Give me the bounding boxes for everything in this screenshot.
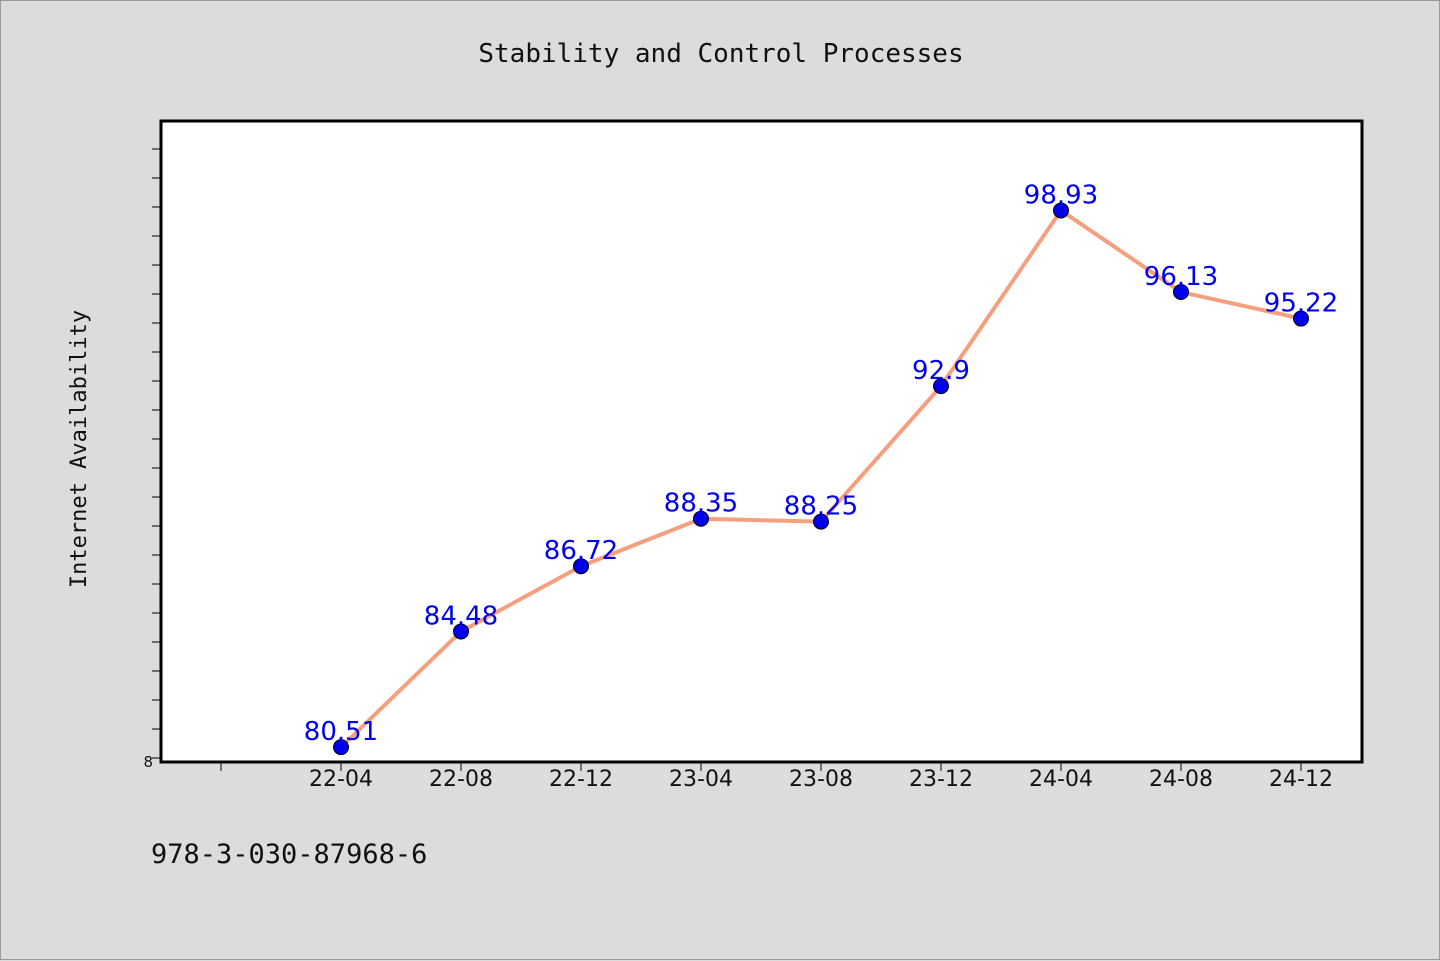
x-tick-label: 23-08: [789, 767, 853, 792]
data-label: 88.25: [784, 492, 858, 522]
x-tick-label: 24-08: [1149, 767, 1213, 792]
isbn-text: 978-3-030-87968-6: [151, 839, 427, 870]
x-tick-label: 24-04: [1029, 767, 1093, 792]
x-tick-label: 22-12: [549, 767, 613, 792]
plot-area: [159, 119, 1364, 764]
y-axis-label: Internet Availability: [67, 310, 92, 588]
data-label: 88.35: [664, 489, 738, 519]
data-point: [453, 623, 469, 640]
data-point: [333, 739, 349, 756]
data-point: [1053, 202, 1069, 219]
data-label: 92.9: [912, 356, 970, 386]
x-tick-label: 22-04: [309, 767, 373, 792]
data-point: [813, 513, 829, 530]
data-label: 95.22: [1264, 289, 1338, 319]
data-label: 86.72: [544, 536, 618, 566]
x-tick-label: 22-08: [429, 767, 493, 792]
data-label: 84.48: [424, 601, 498, 631]
data-point: [1293, 310, 1309, 327]
x-tick-label: 23-12: [909, 767, 973, 792]
x-axis-ticks: 22-04 22-08 22-12 23-04 23-08 23-12 24-04 24-08…: [220, 762, 1333, 792]
chart-title: Stability and Control Processes: [478, 39, 963, 69]
data-point: [573, 558, 589, 575]
x-tick-label: 24-12: [1269, 767, 1333, 792]
x-tick-label: 23-04: [669, 767, 733, 792]
series-layer: 80.51 84.48 86.72 88.35 88.25 92.9 98.93 96.13 9…: [304, 180, 1338, 756]
data-point: [1173, 284, 1189, 301]
data-label: 80.51: [304, 717, 378, 747]
data-label: 96.13: [1144, 262, 1218, 292]
data-label: 98.93: [1024, 180, 1098, 210]
data-point: [933, 378, 949, 395]
data-point: [693, 510, 709, 527]
y-tick-label: 8: [143, 753, 153, 771]
y-axis-ticks: 8: [143, 148, 161, 771]
